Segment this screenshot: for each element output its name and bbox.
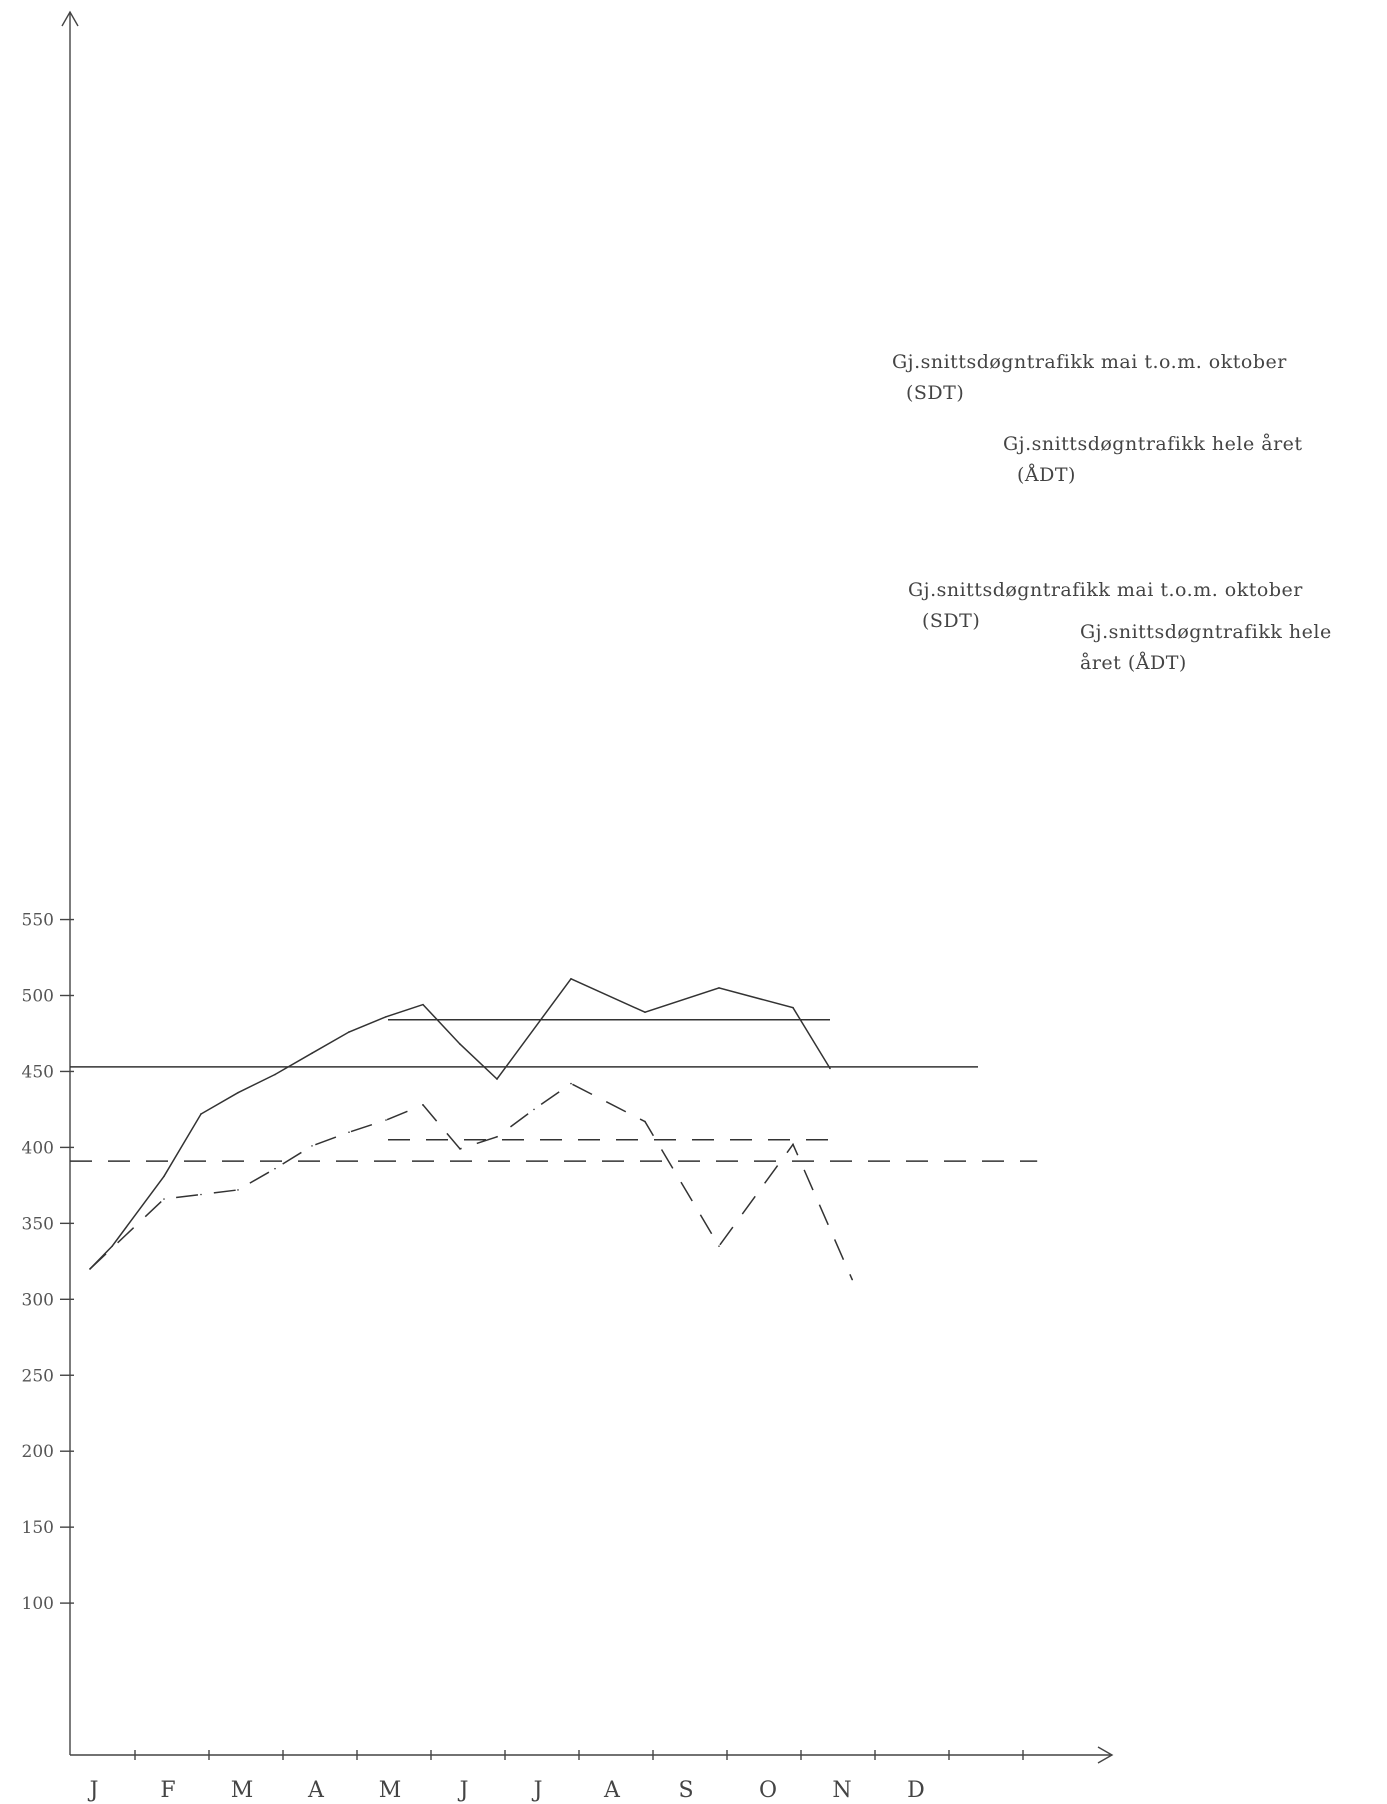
reference-label: (ÅDT): [1017, 464, 1076, 486]
data-point: [348, 1031, 350, 1033]
data-point: [274, 1167, 276, 1170]
data-point: [829, 1067, 831, 1070]
reference-label: (SDT): [906, 382, 964, 404]
data-point: [533, 1108, 535, 1111]
y-axis-arrow-icon: [61, 10, 79, 27]
data-point: [163, 1198, 165, 1200]
data-point: [237, 1091, 239, 1094]
reference-label: Gj.snittsdøgntrafikk mai t.o.m. oktober: [908, 579, 1303, 601]
data-point: [644, 1011, 646, 1014]
reference-label: (SDT): [922, 610, 980, 632]
y-tick-label: 550: [22, 911, 54, 931]
data-point: [311, 1052, 313, 1055]
reference-label: året (ÅDT): [1080, 652, 1187, 674]
data-point: [851, 1278, 853, 1281]
x-tick-label: J: [458, 1778, 469, 1803]
data-point: [792, 1006, 794, 1009]
reference-label: Gj.snittsdøgntrafikk hele året: [1003, 433, 1303, 455]
data-point: [570, 1082, 572, 1085]
data-point: [422, 1003, 424, 1006]
data-point: [644, 1120, 646, 1123]
y-tick-label: 350: [22, 1214, 54, 1234]
y-tick-label: 500: [22, 987, 54, 1007]
data-point: [200, 1113, 202, 1115]
y-tick-label: 150: [22, 1518, 54, 1538]
y-tick-label: 300: [22, 1290, 54, 1310]
x-tick-label: J: [88, 1778, 99, 1803]
data-point: [570, 977, 572, 980]
data-point: [718, 1245, 720, 1247]
data-point: [496, 1135, 498, 1138]
data-point: [111, 1245, 113, 1247]
x-tick-label: D: [907, 1778, 925, 1803]
data-point: [422, 1104, 424, 1106]
data-point: [163, 1175, 165, 1178]
x-tick-label: M: [231, 1778, 254, 1803]
data-point: [89, 1268, 91, 1270]
data-point: [792, 1143, 794, 1146]
x-tick-label: J: [532, 1778, 543, 1803]
data-point: [459, 1148, 461, 1150]
y-tick-label: 450: [22, 1062, 54, 1082]
data-point: [237, 1189, 239, 1191]
x-tick-label: S: [678, 1778, 693, 1803]
y-tick-label: 400: [22, 1138, 54, 1158]
y-tick-label: 200: [22, 1442, 54, 1462]
x-tick-label: F: [160, 1778, 175, 1803]
series-line-dashed: [89, 1082, 853, 1280]
x-tick-label: M: [379, 1778, 402, 1803]
reference-label: Gj.snittsdøgntrafikk mai t.o.m. oktober: [892, 351, 1287, 373]
x-tick-label: A: [603, 1778, 621, 1803]
data-point: [496, 1078, 498, 1080]
data-point: [348, 1131, 350, 1134]
data-point: [385, 1015, 387, 1018]
data-point: [459, 1043, 461, 1045]
series-lines: [89, 977, 853, 1281]
annotations: Gj.snittsdøgntrafikk mai t.o.m. oktober (…: [892, 351, 1332, 674]
reference-label: Gj.snittsdøgntrafikk hele: [1080, 621, 1332, 643]
tick-labels: 550 500 450 400 350 300 250 200 150 100 J F M A M J J A S O…: [22, 911, 1024, 1803]
axes: [61, 10, 1114, 1764]
x-tick-label: A: [307, 1778, 325, 1803]
y-tick-label: 250: [22, 1366, 54, 1386]
x-axis-arrow-icon: [1097, 1746, 1114, 1764]
data-point: [385, 1119, 387, 1121]
data-point: [311, 1145, 313, 1147]
data-point: [274, 1073, 276, 1076]
data-point: [200, 1193, 202, 1196]
x-tick-label: O: [759, 1778, 777, 1803]
data-point: [718, 987, 720, 989]
series-line-solid: [89, 977, 831, 1270]
x-tick-label: N: [832, 1778, 851, 1803]
y-tick-label: 100: [22, 1594, 54, 1614]
reference-lines: [70, 1019, 1038, 1162]
